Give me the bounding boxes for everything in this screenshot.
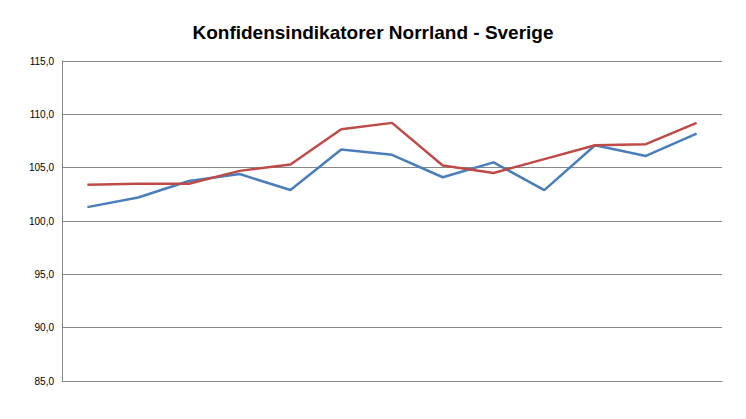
svg-text:115,0: 115,0 bbox=[30, 56, 55, 67]
svg-text:90,0: 90,0 bbox=[35, 322, 55, 333]
svg-text:85,0: 85,0 bbox=[35, 376, 55, 387]
svg-text:95,0: 95,0 bbox=[35, 269, 55, 280]
svg-text:100,0: 100,0 bbox=[29, 216, 54, 227]
svg-text:Konfidensindikatorer Norrland: Konfidensindikatorer Norrland - Sverige bbox=[192, 22, 553, 43]
svg-text:110,0: 110,0 bbox=[30, 109, 55, 120]
svg-text:105,0: 105,0 bbox=[29, 162, 54, 173]
